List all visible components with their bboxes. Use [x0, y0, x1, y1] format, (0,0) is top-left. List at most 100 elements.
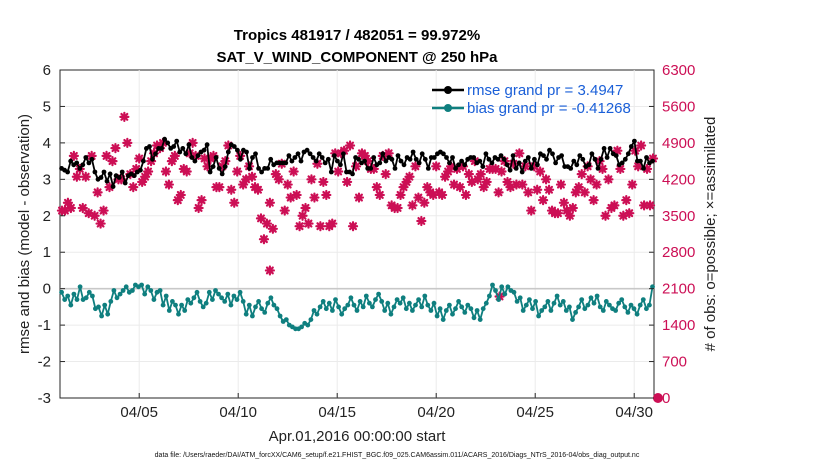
bias-point [527, 297, 532, 302]
rmse-point [398, 158, 404, 164]
bias-point [62, 297, 68, 302]
bias-point [376, 291, 381, 297]
obs-marker-stroke [545, 185, 554, 194]
obs-marker-stroke [292, 190, 301, 199]
rmse-point [119, 169, 125, 175]
bias-point [545, 299, 551, 304]
rmse-point [213, 155, 219, 160]
obs-marker [475, 169, 486, 180]
bias-point [616, 300, 622, 306]
obs-marker-stroke [197, 196, 206, 205]
rmse-point [453, 166, 458, 171]
obs-marker-stroke [298, 211, 307, 220]
bias-point [197, 299, 203, 304]
obs-marker-stroke [355, 193, 363, 202]
obs-marker-stroke [637, 141, 646, 150]
obs-marker-stroke [423, 183, 432, 192]
bias-point [317, 304, 323, 310]
bias-point [71, 291, 77, 297]
bias-point [468, 306, 474, 312]
obs-marker-stroke [209, 151, 218, 160]
bias-point [99, 313, 104, 319]
obs-marker-stroke [610, 201, 619, 210]
bias-point [120, 288, 126, 293]
bias-point [90, 293, 95, 299]
bias-point [117, 291, 123, 297]
obs-marker-stroke [580, 188, 589, 197]
bias-point [262, 310, 268, 315]
bias-point [490, 282, 495, 288]
bias-point [647, 302, 652, 308]
obs-marker [303, 218, 314, 229]
bias-point [422, 293, 428, 299]
obs-marker-stroke [81, 172, 90, 181]
rmse-point [498, 153, 504, 159]
bias-point [114, 295, 120, 301]
bias-point [142, 291, 148, 297]
rmse-point [513, 166, 519, 171]
obs-marker [110, 142, 121, 154]
obs-marker-stroke [601, 211, 610, 220]
x-tick-label: 04/25 [516, 404, 554, 421]
rmse-point [528, 166, 534, 171]
obs-marker [297, 210, 308, 221]
obs-marker [588, 195, 599, 206]
obs-marker [511, 179, 522, 190]
bias-point [607, 302, 612, 308]
obs-marker [65, 202, 76, 214]
obs-marker-stroke [108, 157, 117, 166]
rmse-point [356, 156, 361, 162]
x-tick-label: 04/10 [219, 404, 257, 421]
legend: rmse grand pr = 3.4947 bias grand pr = -… [432, 82, 631, 117]
bias-point [453, 306, 458, 312]
obs-marker-stroke [384, 149, 393, 158]
bias-point [166, 308, 172, 313]
obs-marker [416, 215, 427, 227]
obs-marker [128, 182, 139, 193]
obs-marker-stroke [375, 190, 384, 199]
rmse-point [195, 153, 201, 159]
bias-point [370, 304, 375, 310]
rmse-point [256, 166, 261, 171]
obs-marker-stroke [438, 190, 447, 199]
bias-point [483, 300, 489, 306]
obs-marker-stroke [482, 177, 491, 186]
bias-point [176, 311, 181, 317]
bias-point [637, 302, 643, 308]
bias-point [86, 289, 92, 295]
right-tick-label: 1400 [662, 317, 695, 334]
rmse-point [483, 151, 489, 157]
bias-point [477, 317, 483, 322]
right-tick-label: 6300 [662, 62, 695, 79]
obs-marker-stroke [295, 222, 304, 231]
obs-marker [481, 176, 492, 188]
obs-marker-stroke [503, 177, 512, 186]
rmse-point [444, 155, 449, 160]
obs-marker-stroke [625, 209, 634, 218]
obs-marker-stroke [396, 190, 405, 199]
obs-marker-stroke [598, 164, 607, 173]
bias-point [493, 288, 498, 293]
bias-point [105, 311, 111, 317]
rmse-point [259, 169, 264, 175]
rmse-point [189, 155, 195, 160]
bias-point [206, 289, 212, 295]
obs-marker-stroke [144, 167, 153, 176]
bias-point [385, 300, 391, 306]
obs-marker-stroke [476, 170, 485, 179]
obs-marker-stroke [512, 180, 521, 189]
obs-marker [252, 184, 264, 195]
legend-rmse-marker [444, 86, 452, 94]
rmse-point [395, 153, 401, 159]
rmse-point [419, 151, 425, 157]
obs-marker-stroke [289, 167, 298, 176]
obs-marker [407, 200, 418, 211]
legend-bias-marker [444, 104, 452, 112]
rmse-point [80, 162, 86, 168]
obs-marker [558, 197, 570, 208]
rmse-point [422, 156, 428, 162]
obs-marker-stroke [200, 154, 209, 163]
obs-marker-stroke [461, 190, 470, 199]
bias-point [182, 308, 188, 313]
